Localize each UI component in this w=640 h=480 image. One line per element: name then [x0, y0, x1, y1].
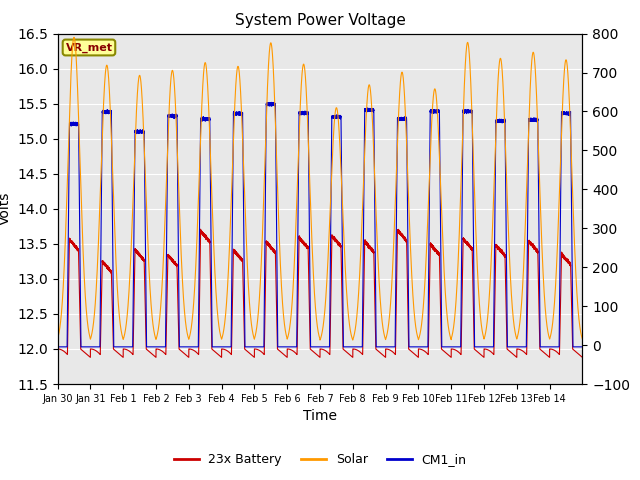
- Y-axis label: Volts: Volts: [0, 192, 12, 226]
- X-axis label: Time: Time: [303, 409, 337, 423]
- Title: System Power Voltage: System Power Voltage: [235, 13, 405, 28]
- Text: VR_met: VR_met: [65, 42, 113, 53]
- Legend: 23x Battery, Solar, CM1_in: 23x Battery, Solar, CM1_in: [168, 448, 472, 471]
